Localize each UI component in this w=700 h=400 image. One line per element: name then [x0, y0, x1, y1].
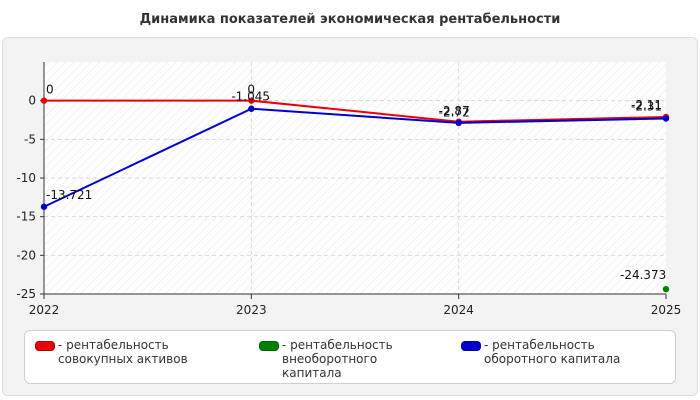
data-point: [662, 115, 670, 122]
data-label: -2.72: [439, 106, 470, 120]
data-label: 0: [247, 83, 255, 97]
x-tick-label: 2024: [443, 303, 474, 317]
y-tick-label: -25: [16, 287, 36, 301]
series-points: [40, 97, 670, 293]
data-point: [248, 105, 255, 112]
x-axis-ticks: 2022 2023 2024 2025: [29, 294, 682, 317]
y-tick-label: -5: [24, 132, 36, 146]
data-point: [662, 285, 670, 293]
data-point: [248, 97, 255, 104]
y-tick-label: -15: [16, 210, 36, 224]
chart-title: Динамика показателей экономическая рента…: [139, 12, 561, 27]
y-tick-label: -10: [16, 171, 36, 185]
legend-label: - рентабельность оборотного капитала: [484, 338, 621, 366]
data-label: -24.373: [620, 268, 666, 282]
data-label: 0: [46, 83, 54, 97]
data-label: -13.721: [46, 188, 92, 202]
data-label: -2.31: [631, 100, 662, 114]
legend-swatch-blue: [461, 341, 481, 351]
x-tick-label: 2025: [651, 303, 682, 317]
series-line-1: [44, 99, 667, 123]
series-line-3: [43, 107, 667, 208]
x-tick-label: 2022: [29, 303, 60, 317]
y-tick-label: -20: [16, 248, 36, 262]
y-axis-ticks: 0 -5 -10 -15 -20 -25: [16, 94, 44, 301]
legend-swatch-green: [259, 341, 279, 351]
legend-label: - рентабельность внеоборотного капитала: [282, 338, 393, 380]
legend-item-fixed-capital[interactable]: - рентабельность внеоборотного капитала: [259, 338, 439, 380]
legend: - рентабельность совокупных активов - ре…: [24, 330, 676, 384]
data-point: [40, 203, 48, 210]
data-label: -2.11: [631, 98, 662, 112]
data-labels: 0 0 -2.72 -2.11 -24.373 -13.721 -1.045 -2.87 -2.…: [46, 83, 666, 282]
legend-item-working-capital[interactable]: - рентабельность оборотного капитала: [461, 338, 666, 366]
x-tick-label: 2023: [236, 303, 267, 317]
data-label: -1.045: [231, 90, 270, 104]
y-tick-label: 0: [28, 94, 36, 108]
legend-item-total-assets[interactable]: - рентабельность совокупных активов: [35, 338, 245, 366]
series-lines: [43, 99, 667, 208]
data-label: -2.87: [439, 104, 470, 118]
legend-swatch-red: [35, 341, 55, 351]
legend-label: - рентабельность совокупных активов: [58, 338, 188, 366]
data-point: [455, 119, 462, 127]
data-point: [40, 97, 48, 104]
